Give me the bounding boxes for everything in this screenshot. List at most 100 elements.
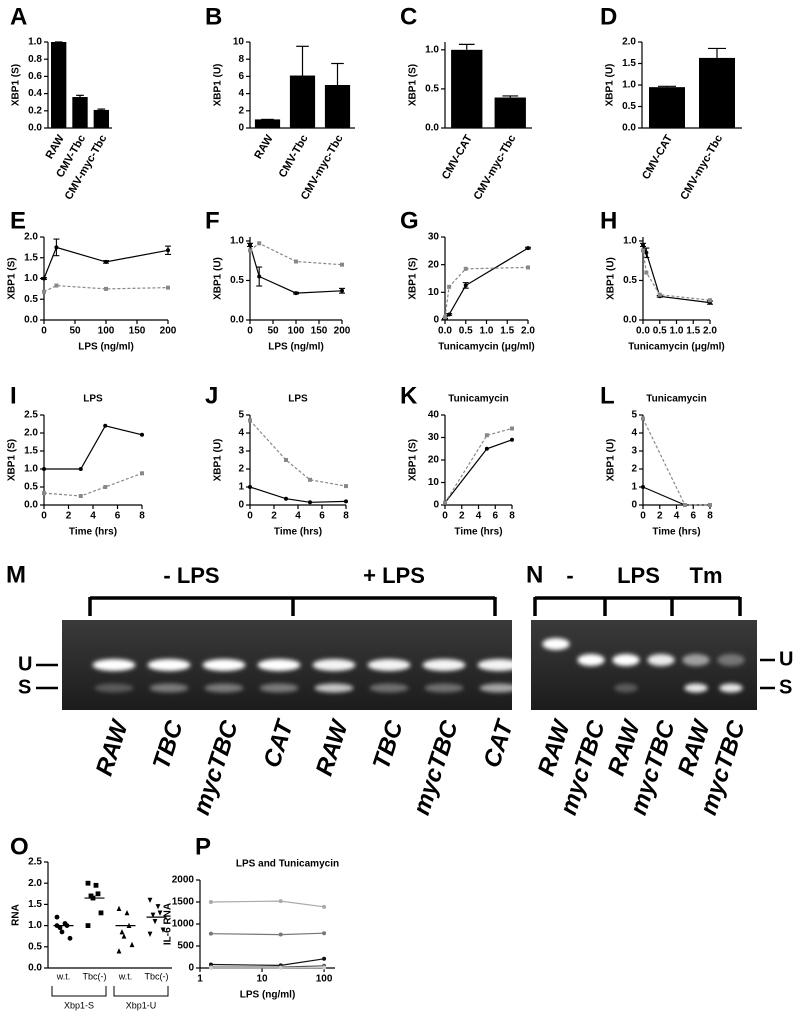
x-tick-label: 100 — [288, 326, 305, 337]
marker — [340, 288, 344, 293]
gel-group-label: - — [566, 563, 573, 588]
marker — [104, 259, 108, 264]
gel-band — [204, 683, 244, 693]
marker — [54, 914, 60, 920]
x-tick-label: 8 — [343, 511, 349, 522]
y-tick-label: 2 — [238, 105, 244, 116]
x-tick-label: 1.0 — [480, 326, 494, 337]
x-tick-label: CMV-myc-Tbc — [678, 133, 725, 202]
x-tick-label: 2 — [657, 511, 663, 522]
gel-band — [257, 659, 301, 671]
y-tick-label: 1.5 — [28, 899, 42, 910]
gel-band — [612, 654, 640, 666]
chart-title: Tunicamycin — [448, 394, 508, 405]
panel-letter: A — [10, 3, 27, 30]
y-axis-label: XBP1 (S) — [408, 64, 419, 106]
y-tick-label: 1.0 — [622, 80, 636, 91]
marker — [526, 265, 530, 270]
y-tick-label: 0.8 — [28, 54, 42, 65]
y-axis-label: XBP1 (U) — [605, 64, 616, 107]
marker — [641, 416, 645, 421]
marker — [95, 891, 101, 897]
series-line — [444, 439, 513, 504]
gel-band — [259, 683, 299, 693]
y-tick-label: 1.5 — [24, 252, 38, 263]
gel-band — [149, 683, 189, 693]
marker — [160, 927, 166, 933]
group-label: Xbp1-U — [126, 1000, 157, 1010]
y-tick-label: 8 — [238, 54, 244, 65]
y-tick-label: 0.0 — [28, 123, 42, 134]
marker — [510, 437, 514, 442]
gel-group-label: - LPS — [163, 563, 219, 588]
marker — [708, 503, 712, 507]
x-tick-label: Tbc(-) — [83, 971, 107, 981]
panel-letter: E — [10, 207, 26, 234]
y-tick-label: 5 — [631, 410, 637, 421]
bar — [289, 75, 316, 128]
marker — [484, 433, 489, 438]
y-axis-label: IL-6 RNA — [163, 903, 174, 945]
bar — [93, 109, 110, 128]
y-tick-label: 0.5 — [230, 275, 244, 286]
x-tick-label: CMV-Tbc — [277, 133, 311, 180]
y-tick-label: 30 — [428, 232, 440, 243]
x-tick-label: 8 — [707, 511, 713, 522]
gel-lane-label: mycTBC — [188, 717, 244, 819]
x-tick-label: 0.5 — [459, 326, 473, 337]
y-tick-label: 4 — [238, 428, 244, 439]
marker — [510, 426, 514, 431]
x-tick-label: 6 — [492, 511, 498, 522]
bar — [254, 119, 281, 128]
gel-lane-label: mycTBC — [408, 717, 464, 819]
band-label: U — [18, 653, 32, 675]
x-axis-label: Tunicamycin (μg/ml) — [628, 342, 725, 353]
chart-title: LPS — [83, 394, 103, 405]
series-line — [43, 472, 143, 497]
bar — [451, 49, 483, 129]
series-line — [210, 932, 325, 936]
series-line — [43, 284, 169, 293]
x-tick-label: w.t. — [56, 971, 71, 981]
x-tick-label: 50 — [267, 326, 279, 337]
y-tick-label: 4 — [631, 428, 637, 439]
gel-band — [684, 683, 708, 693]
y-tick-label: 0.0 — [623, 315, 637, 326]
x-tick-label: 200 — [160, 326, 177, 337]
y-tick-label: 0.5 — [28, 941, 42, 952]
panel-letter: J — [205, 382, 218, 409]
panel-letter: B — [205, 3, 222, 30]
marker — [98, 910, 104, 916]
series-line — [249, 244, 343, 294]
x-tick-label: 200 — [334, 326, 351, 337]
x-axis-label: Tunicamycin (μg/ml) — [438, 342, 535, 353]
marker — [344, 499, 348, 504]
panel-letter: I — [10, 382, 17, 409]
panel-letter: C — [400, 3, 417, 30]
y-tick-label: 2.5 — [28, 857, 42, 868]
marker — [104, 286, 108, 291]
y-tick-label: 0.5 — [24, 294, 38, 305]
y-tick-label: 1.0 — [28, 920, 42, 931]
y-tick-label: 1.0 — [425, 44, 439, 55]
panel-letter: L — [600, 382, 615, 409]
gel-band — [202, 659, 246, 671]
y-axis-label: XBP1 (S) — [7, 439, 18, 481]
bar — [699, 57, 735, 128]
y-tick-label: 0 — [238, 123, 244, 134]
marker — [166, 248, 170, 253]
x-axis-label: Time (hrs) — [274, 527, 322, 538]
x-tick-label: 1.0 — [670, 326, 684, 337]
y-axis-label: XBP1 (U) — [213, 439, 224, 482]
x-tick-label: 1.5 — [686, 326, 700, 337]
x-axis-label: Time (hrs) — [454, 527, 502, 538]
gel-lane-label: TBC — [148, 717, 189, 773]
band-label: S — [779, 676, 792, 698]
y-tick-label: 2 — [631, 464, 637, 475]
y-axis-label: XBP1 (U) — [606, 257, 617, 300]
marker — [526, 246, 530, 251]
marker — [657, 292, 662, 297]
group-bracket — [113, 986, 169, 997]
y-tick-label: 2.5 — [24, 410, 38, 421]
